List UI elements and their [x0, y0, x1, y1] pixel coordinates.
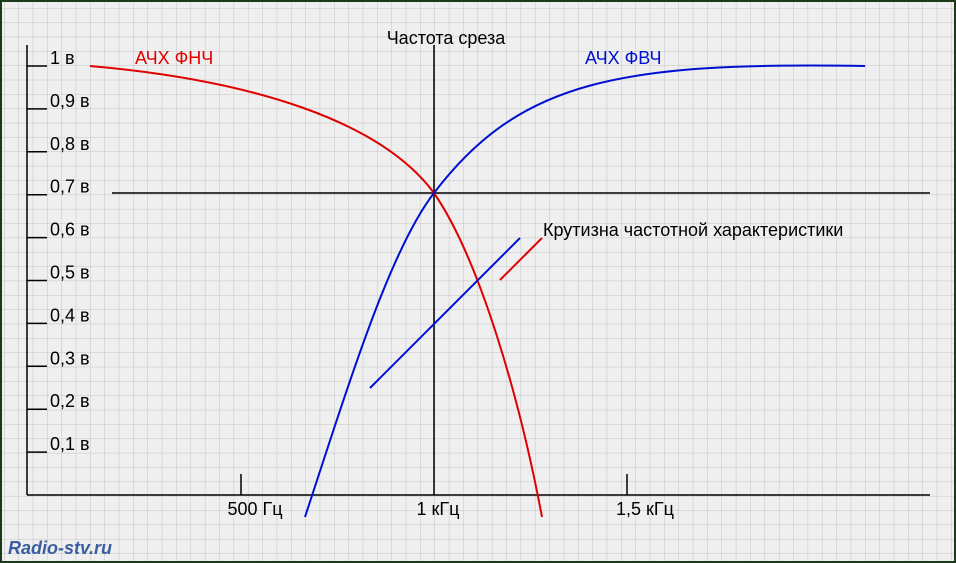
pointer-line [499, 237, 543, 281]
highpass-curve [304, 64, 866, 518]
y-tick-label: 0,5 в [50, 263, 90, 283]
y-tick-label: 0,4 в [50, 305, 90, 325]
annotation: Крутизна частотной характеристики [543, 220, 843, 240]
slope-line [369, 237, 521, 389]
y-tick-label: 0,8 в [50, 134, 90, 154]
x-tick-label: 1,5 кГц [616, 499, 674, 519]
lowpass-label: АЧХ ФНЧ [135, 48, 213, 68]
highpass-label: АЧХ ФВЧ [585, 48, 661, 68]
x-tick-label: 500 Гц [227, 499, 282, 519]
y-tick-label: 0,9 в [50, 91, 90, 111]
y-tick-label: 0,7 в [50, 177, 90, 197]
x-tick-label: 1 кГц [417, 499, 460, 519]
watermark: Radio-stv.ru [8, 538, 112, 558]
y-tick-label: 0,1 в [50, 434, 90, 454]
title: Частота среза [387, 28, 507, 48]
y-tick-label: 0,6 в [50, 220, 90, 240]
y-tick-label: 0,3 в [50, 348, 90, 368]
axes [26, 45, 930, 496]
y-tick-label: 1 в [50, 48, 75, 68]
y-tick-label: 0,2 в [50, 391, 90, 411]
